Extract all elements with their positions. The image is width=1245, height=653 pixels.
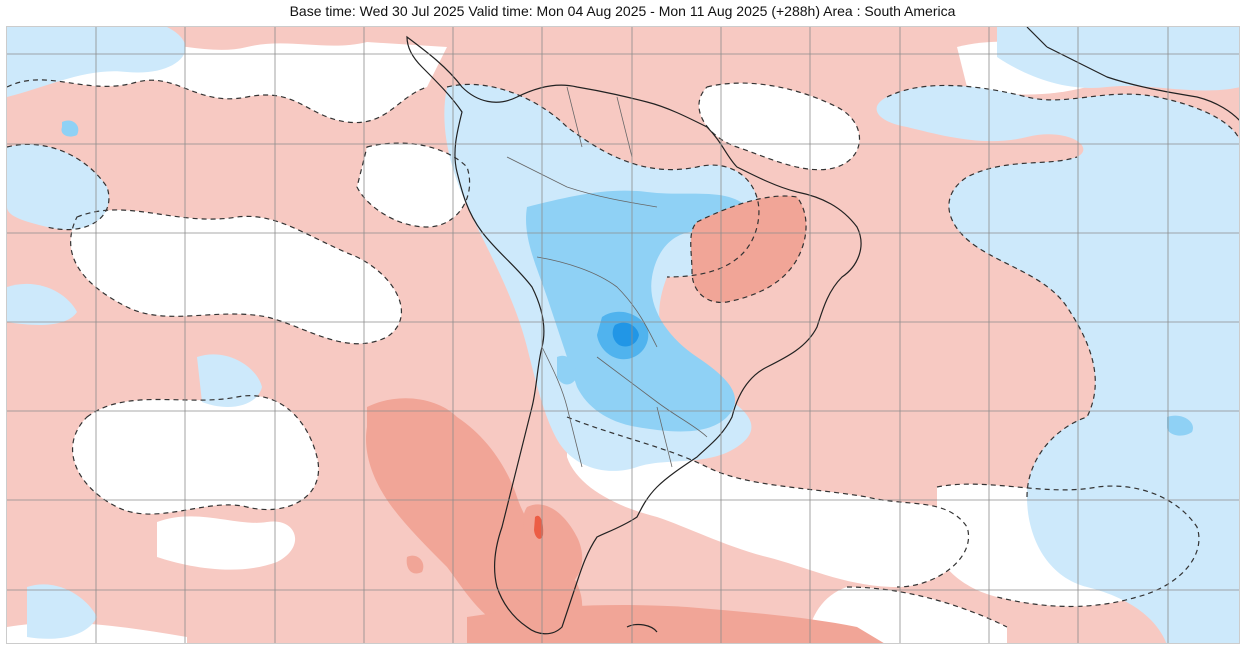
country-borders	[506, 86, 708, 468]
anomaly-map[interactable]	[6, 26, 1240, 644]
graticule	[7, 27, 1239, 643]
cool-anomaly-core	[612, 322, 639, 347]
coastlines	[406, 27, 1239, 635]
page-title: Base time: Wed 30 Jul 2025 Valid time: M…	[289, 3, 956, 19]
anomaly-contours	[7, 79, 1239, 628]
warm-anomaly-strong	[534, 515, 544, 539]
map-canvas	[7, 27, 1239, 643]
warm-anomaly-medium	[366, 196, 884, 643]
